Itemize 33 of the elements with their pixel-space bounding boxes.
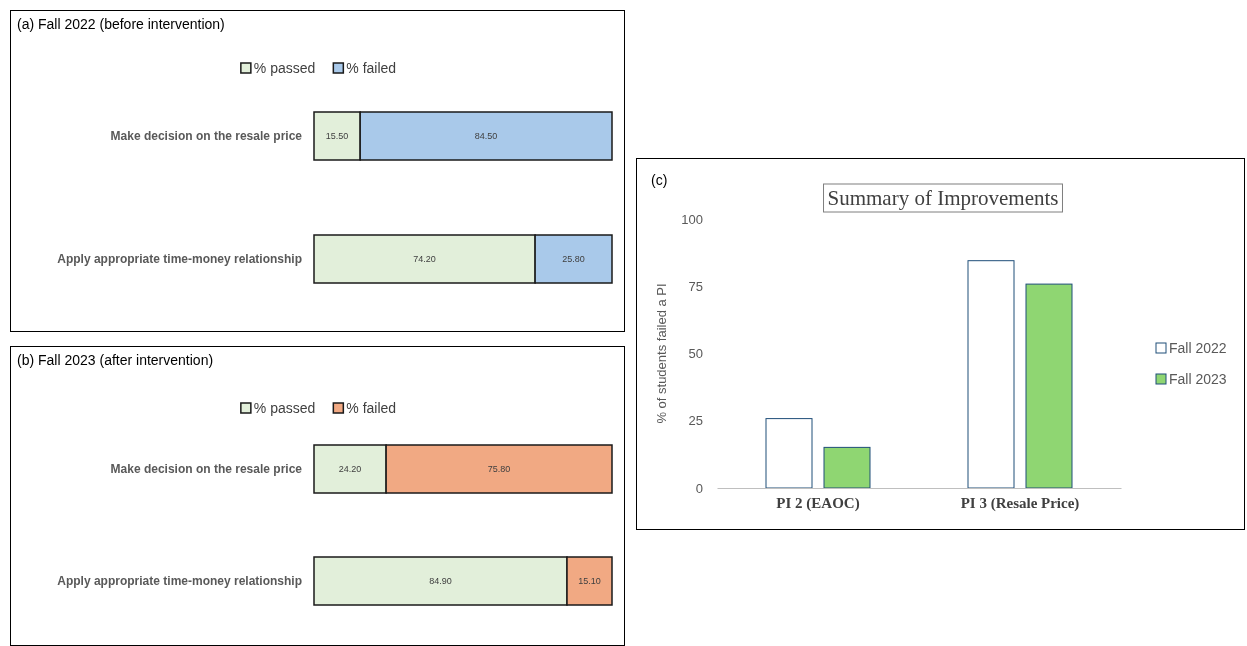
bar bbox=[823, 446, 871, 489]
data-label: 75.80 bbox=[487, 464, 511, 474]
legend-label: % passed bbox=[253, 400, 316, 416]
data-label: 84.90 bbox=[429, 576, 452, 586]
legend-label: % passed bbox=[253, 60, 316, 76]
text: (a) Fall 2022 (before intervention) bbox=[17, 16, 225, 32]
y-tick-label: 0 bbox=[695, 480, 703, 496]
bar bbox=[1025, 283, 1073, 489]
x-tick-label: PI 2 (EAOC) bbox=[776, 494, 860, 512]
data-label: 15.50 bbox=[325, 131, 349, 141]
data-label: 24.20 bbox=[338, 464, 362, 474]
y-tick-label: 50 bbox=[688, 346, 703, 362]
y-axis-title: % of students failed a PI bbox=[654, 283, 669, 424]
text: (b) Fall 2023 (after intervention) bbox=[17, 352, 214, 368]
y-tick-label: Make decision on the resale price bbox=[110, 129, 303, 143]
data-label: 25.80 bbox=[562, 254, 585, 264]
bar bbox=[967, 260, 1015, 489]
data-label: 15.10 bbox=[578, 576, 601, 586]
x-tick-label: PI 3 (Resale Price) bbox=[960, 494, 1080, 512]
bar bbox=[765, 418, 813, 489]
y-tick-label: 25 bbox=[688, 413, 703, 429]
y-tick-label: Apply appropriate time-money relationship bbox=[57, 574, 302, 588]
legend-label: % failed bbox=[346, 400, 397, 416]
y-tick-label: 75 bbox=[688, 278, 703, 294]
legend-label: % failed bbox=[346, 60, 397, 76]
y-tick-label: Make decision on the resale price bbox=[110, 462, 303, 476]
data-label: 74.20 bbox=[413, 254, 436, 264]
data-label: 84.50 bbox=[474, 131, 498, 141]
legend-label: Fall 2023 bbox=[1169, 371, 1227, 387]
y-tick-label: 100 bbox=[681, 211, 703, 227]
y-tick-label: Apply appropriate time-money relationship bbox=[57, 252, 302, 266]
text: (c) bbox=[651, 172, 668, 188]
legend-label: Fall 2022 bbox=[1169, 340, 1227, 356]
